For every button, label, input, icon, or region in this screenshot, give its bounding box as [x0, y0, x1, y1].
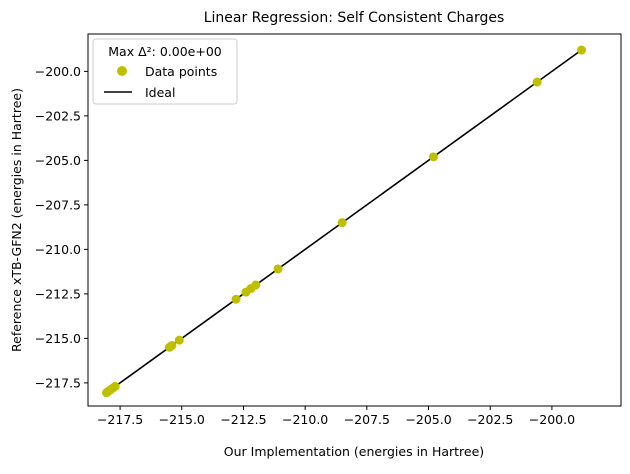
x-tick-label: −215.0 — [159, 412, 205, 427]
x-axis-ticks: −217.5 −215.0 −212.5 −210.0 −207.5 −205.0 −202… — [97, 406, 575, 427]
data-point — [174, 335, 184, 345]
y-tick-label: −202.5 — [35, 108, 81, 123]
y-tick-label: −205.0 — [35, 153, 81, 168]
data-point — [164, 342, 174, 352]
data-points-layer — [102, 45, 587, 398]
y-tick-label: −215.0 — [35, 331, 81, 346]
data-point — [577, 45, 587, 55]
y-tick-label: −210.0 — [35, 242, 81, 257]
legend-title: Max Δ²: 0.00e+00 — [108, 44, 222, 59]
data-point — [102, 388, 112, 398]
y-axis-ticks: −217.5 −215.0 −212.5 −210.0 −207.5 −205.0 −202… — [35, 64, 88, 390]
data-point — [273, 264, 283, 274]
y-axis-label: Reference xTB-GFN2 (energies in Hartree) — [9, 88, 24, 352]
legend-marker-data-points — [117, 66, 127, 76]
data-point — [241, 287, 251, 297]
x-tick-label: −202.5 — [467, 412, 513, 427]
x-tick-label: −217.5 — [97, 412, 143, 427]
data-point — [231, 294, 241, 304]
x-tick-label: −212.5 — [220, 412, 266, 427]
x-axis-label: Our Implementation (energies in Hartree) — [224, 444, 484, 459]
x-tick-label: −205.0 — [405, 412, 451, 427]
legend-label-data-points: Data points — [145, 64, 217, 79]
data-point — [428, 152, 438, 162]
y-tick-label: −217.5 — [35, 375, 81, 390]
y-tick-label: −212.5 — [35, 286, 81, 301]
plot-frame — [87, 33, 622, 407]
data-point — [337, 218, 347, 228]
x-tick-label: −200.0 — [529, 412, 575, 427]
legend: Max Δ²: 0.00e+00 Data points Ideal — [92, 38, 238, 105]
legend-label-ideal: Ideal — [145, 85, 175, 100]
data-point — [532, 77, 542, 87]
y-tick-label: −207.5 — [35, 197, 81, 212]
y-tick-label: −200.0 — [35, 64, 81, 79]
x-tick-label: −210.0 — [282, 412, 328, 427]
x-tick-label: −207.5 — [344, 412, 390, 427]
chart-title: Linear Regression: Self Consistent Charg… — [204, 10, 505, 26]
legend-box — [92, 38, 238, 105]
